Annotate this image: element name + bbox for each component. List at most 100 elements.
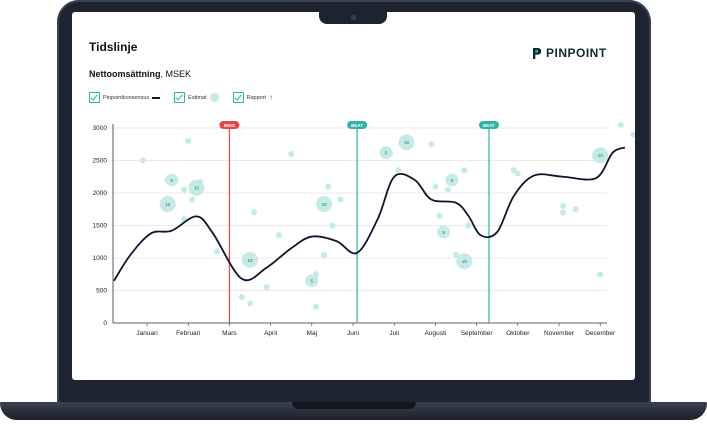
estimate-cluster-count: 10 [404,140,410,145]
legend-item-estimate[interactable]: Estimat [174,92,219,103]
page-title: Tidslinje [89,40,138,54]
estimate-cluster [242,251,258,268]
x-tick-label: December [585,330,616,337]
laptop-base-groove [292,402,416,409]
estimate-cluster-count: 5 [385,151,388,156]
estimate-dot [325,183,332,190]
estimate-cluster [165,173,179,187]
estimate-dot [560,209,567,216]
x-tick-label: September [461,330,494,337]
line-swatch-icon [152,96,161,99]
estimate-cluster [305,274,319,288]
legend-item-report[interactable]: Rapport ↑ [232,92,274,103]
screen: Tidslinje Nettoomsättning, MSEK PINPOINT… [72,12,635,380]
estimate-cluster [456,253,473,270]
estimate-dot [510,167,517,174]
estimate-cluster-count: 10 [247,258,253,263]
chart-legend: Pinpointkonsensus Estimat Rapport ↑ [89,92,287,103]
estimate-dot [428,141,435,148]
estimate-cluster [379,146,393,160]
estimate-cluster [437,225,451,239]
pinpoint-logo-icon [533,48,542,59]
estimate-cluster-count: 10 [322,202,328,207]
estimate-dot [288,151,295,157]
estimate-dot [312,303,319,310]
timeline-chart: 0 500 1000 1500 2000 2500 3000 Januari Februari M… [93,121,635,337]
legend-item-consensus[interactable]: Pinpointkonsensus [89,92,161,103]
y-tick-label: 1000 [93,255,108,262]
estimate-cluster-count: 10 [598,153,604,158]
estimate-dot [453,251,459,258]
x-tick-label: Januari [136,330,157,337]
consensus-line [113,146,626,282]
y-tick-label: 500 [96,288,107,295]
estimate-dot [395,167,402,174]
estimate-dot [617,121,624,128]
estimate-dot [139,157,146,164]
estimate-cluster [445,173,459,187]
estimate-dot [189,196,196,203]
laptop-base [0,402,707,420]
report-badge-label: BEAT [483,123,495,128]
x-tick-label: Augusti [425,330,447,337]
estimate-dot [432,183,439,190]
estimate-dot [465,222,472,229]
estimate-cluster-count: 10 [194,186,200,191]
estimate-cluster-count: 10 [165,202,171,207]
estimate-dot [238,294,245,300]
x-tick-label: Maj [307,330,317,337]
estimate-cluster-count: 5 [311,279,314,284]
estimate-dot [597,271,604,278]
estimate-cluster [398,134,415,151]
legend-report-label: Rapport [246,94,267,101]
y-tick-label: 2500 [93,158,108,165]
estimate-dot [321,251,328,258]
estimate-cluster-count: 10 [462,259,468,264]
estimate-dot [329,222,336,229]
camera-icon [351,15,356,20]
estimate-dot [251,209,258,216]
x-tick-label: Juni [347,330,359,337]
x-tick-label: Februari [176,330,200,337]
estimate-cluster-count: 5 [170,178,173,183]
estimate-dot [185,138,192,144]
chart-subtitle: Nettoomsättning, MSEK [89,69,191,79]
y-tick-label: 1500 [93,223,108,230]
estimate-dot [630,131,635,138]
chart-subtitle-label: Nettoomsättning [89,69,161,79]
report-checkbox[interactable] [232,92,244,103]
x-tick-label: Mars [222,330,237,337]
legend-estimate-label: Estimat [188,94,207,101]
estimate-cluster [592,147,609,164]
estimate-dot [214,248,221,255]
x-tick-label: Juli [389,330,399,337]
estimate-dot [436,212,443,219]
y-tick-label: 0 [103,320,107,327]
estimate-cluster [159,196,176,213]
chart-subtitle-unit: , MSEK [160,69,192,79]
estimate-dot [572,206,579,213]
report-badge-label: MISS [224,123,235,128]
estimate-dot [263,284,270,291]
estimate-dot [337,196,344,203]
brand-name: PINPOINT [546,46,607,60]
estimate-dot [444,186,451,193]
report-badge [478,121,499,129]
x-tick-label: April [264,330,278,337]
estimate-dot [247,300,253,307]
y-tick-label: 2000 [93,190,108,197]
report-badge [219,121,240,129]
estimate-cluster [316,196,333,213]
estimate-checkbox[interactable] [174,92,186,103]
x-tick-label: November [544,330,575,337]
estimate-dot [181,186,188,193]
estimate-dot [275,232,282,239]
report-badge [347,121,368,129]
brand-logo: PINPOINT [532,46,607,60]
estimate-cluster-count: 5 [451,178,454,183]
estimate-cluster [188,179,205,196]
report-arrow-icon: ↑ [269,92,274,102]
consensus-checkbox[interactable] [89,92,100,103]
estimate-dot [560,203,567,209]
